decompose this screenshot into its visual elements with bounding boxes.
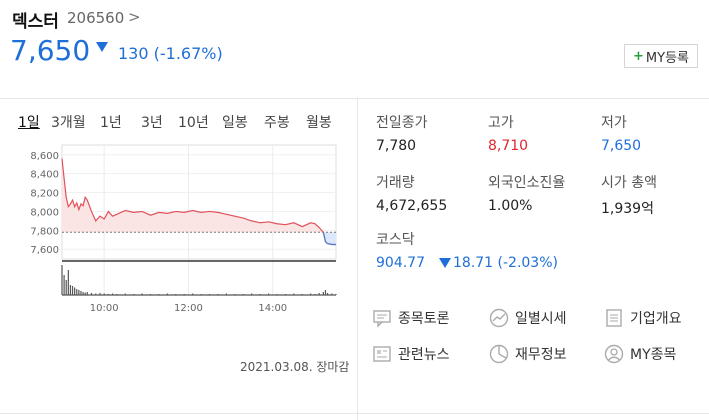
chart-date: 2021.03.08. 장마감: [240, 360, 350, 374]
trend-icon: [489, 308, 509, 328]
y-tick-label: 8,400: [30, 170, 59, 181]
stat-label: 저가: [601, 115, 627, 131]
down-triangle-icon: [96, 42, 108, 52]
intraday-chart[interactable]: 8,600 8,400 8,200 8,000 7,800 7,600 10:00 12:00…: [28, 143, 340, 315]
divider: [0, 413, 709, 414]
stat-prev-close: 전일종가 7,780: [376, 112, 428, 154]
tab-3month[interactable]: 3개월: [51, 115, 86, 131]
tab-3year[interactable]: 3년: [141, 115, 163, 131]
kosdaq-index: 904.77: [376, 255, 425, 271]
plot-frame: [61, 144, 337, 260]
price-area-down: [62, 232, 336, 245]
stat-kosdaq: 코스닥 904.77 18.71 (-2.03%): [376, 229, 558, 271]
my-register-label: MY등록: [645, 50, 689, 66]
tab-monthly-candle[interactable]: 월봉: [306, 115, 332, 131]
stat-label: 코스닥: [376, 232, 415, 248]
stat-value: 1.00%: [488, 198, 533, 214]
stat-value: 8,710: [488, 138, 529, 154]
y-tick-label: 7,600: [30, 245, 59, 256]
kosdaq-change: 18.71 (-2.03%): [453, 255, 558, 271]
link-related-news[interactable]: 관련뉴스: [372, 344, 450, 364]
stat-market-cap: 시가 총액 1,939억: [601, 172, 657, 218]
stock-header: 덱스터 206560 > 7,650 130 (-1.67%) + MY등록: [0, 0, 709, 100]
stock-name[interactable]: 덱스터: [12, 12, 59, 32]
link-discussion[interactable]: 종목토론: [372, 308, 450, 328]
stock-code[interactable]: 206560: [67, 9, 125, 27]
price-change: 130 (-1.67%): [118, 44, 223, 63]
link-company-overview[interactable]: 기업개요: [604, 308, 682, 328]
x-tick-label: 14:00: [258, 303, 287, 314]
y-tick-label: 7,800: [30, 226, 59, 237]
tab-daily-candle[interactable]: 일봉: [222, 115, 248, 131]
current-price: 7,650: [10, 34, 91, 67]
stat-value: 904.77 18.71 (-2.03%): [376, 255, 558, 271]
stat-label: 전일종가: [376, 115, 428, 131]
y-tick-label: 8,200: [30, 189, 59, 200]
plus-icon: +: [633, 48, 644, 64]
pie-chart-icon: [489, 344, 509, 364]
stat-value: 1,939억: [601, 201, 654, 217]
link-daily-price[interactable]: 일별시세: [489, 308, 567, 328]
stat-value: 4,672,655: [376, 198, 448, 214]
chat-icon: [373, 310, 391, 328]
stat-label: 거래량: [376, 175, 415, 191]
divider: [357, 99, 358, 420]
link-label: 일별시세: [515, 311, 567, 327]
link-my-stocks[interactable]: MY종목: [604, 344, 676, 364]
link-financial-info[interactable]: 재무정보: [489, 344, 567, 364]
chevron-right-icon[interactable]: >: [128, 8, 141, 26]
stat-foreign-ratio: 외국인소진율 1.00%: [488, 172, 565, 214]
stat-label: 외국인소진율: [488, 175, 566, 191]
stat-low: 저가 7,650: [601, 112, 641, 154]
y-tick-label: 8,000: [30, 207, 59, 218]
news-icon: [373, 346, 391, 362]
x-tick-label: 10:00: [90, 303, 119, 314]
tab-10year[interactable]: 10년: [178, 115, 209, 131]
my-register-button[interactable]: + MY등록: [624, 44, 698, 68]
link-label: 재무정보: [515, 347, 567, 363]
tab-1day[interactable]: 1일: [18, 115, 40, 131]
stat-label: 고가: [488, 115, 514, 131]
x-tick-label: 12:00: [174, 303, 203, 314]
stat-value: 7,780: [376, 138, 417, 154]
list-icon: [606, 309, 622, 327]
link-label: 관련뉴스: [398, 347, 450, 363]
price-line: [61, 158, 336, 246]
divider: [0, 98, 709, 99]
down-triangle-icon: [439, 258, 451, 268]
stat-volume: 거래량 4,672,655: [376, 172, 447, 214]
user-icon: [604, 344, 624, 364]
stat-value: 7,650: [601, 138, 642, 154]
link-label: 종목토론: [398, 311, 450, 327]
link-label: 기업개요: [630, 311, 682, 327]
stat-high: 고가 8,710: [488, 112, 528, 154]
tab-1year[interactable]: 1년: [100, 115, 122, 131]
y-tick-label: 8,600: [30, 151, 59, 162]
tab-weekly-candle[interactable]: 주봉: [264, 115, 290, 131]
stat-label: 시가 총액: [601, 175, 657, 191]
price-area-up: [62, 158, 336, 233]
price-line-down: [322, 232, 336, 246]
link-label: MY종목: [630, 347, 677, 363]
